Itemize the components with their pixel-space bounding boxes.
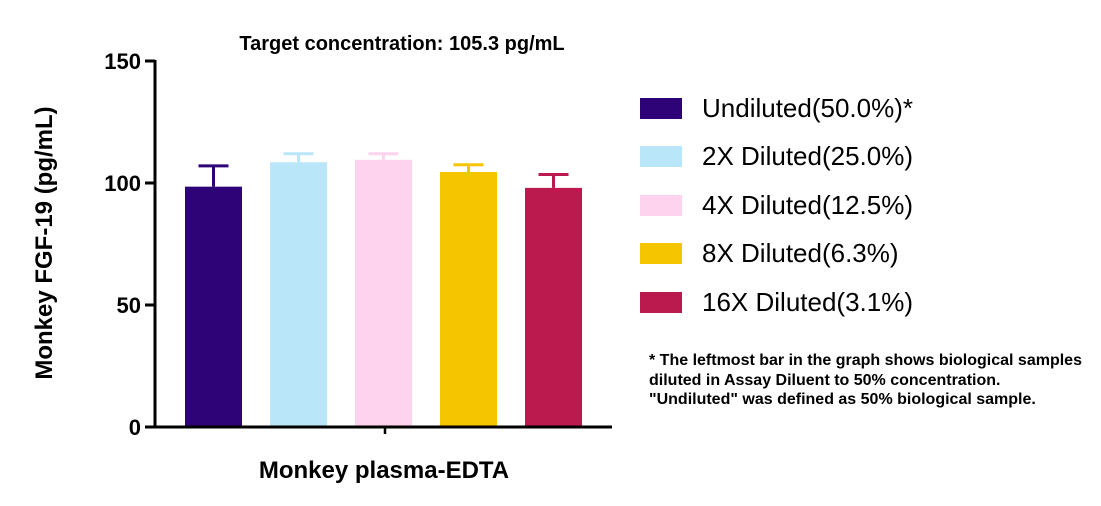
legend-item-1: Undiluted(50.0%)* <box>640 84 913 133</box>
legend-label-5: 16X Diluted(3.1%) <box>702 286 913 317</box>
legend-label-4: 8X Diluted(6.3%) <box>702 238 899 269</box>
footnote: * The leftmost bar in the graph shows bi… <box>649 352 1082 408</box>
legend-swatch-2 <box>640 146 682 168</box>
legend-swatch-3 <box>640 194 682 216</box>
y-tick-label-0: 0 <box>129 415 141 440</box>
y-tick-label-150: 150 <box>104 49 141 74</box>
bar-2 <box>270 162 327 427</box>
legend-label-1: Undiluted(50.0%)* <box>702 92 914 123</box>
bar-1 <box>185 186 242 427</box>
legend-swatch-5 <box>640 291 682 313</box>
legend-item-2: 2X Diluted(25.0%) <box>640 133 913 182</box>
bar-chart: Target concentration: 105.3 pg/mL Monkey… <box>31 33 612 484</box>
legend-swatch-1 <box>640 97 682 119</box>
bars-group <box>185 159 582 427</box>
axes-group: 0 50 100 150 <box>104 49 612 440</box>
legend-label-2: 2X Diluted(25.0%) <box>702 141 913 172</box>
y-tick-label-50: 50 <box>117 293 141 318</box>
legend: Undiluted(50.0%)* 2X Diluted(25.0%) 4X Dil… <box>640 84 913 327</box>
y-tick-label-100: 100 <box>104 171 141 196</box>
legend-item-3: 4X Diluted(12.5%) <box>640 181 913 230</box>
x-axis-label: Monkey plasma-EDTA <box>259 457 509 484</box>
legend-swatch-4 <box>640 243 682 265</box>
legend-item-5: 16X Diluted(3.1%) <box>640 278 913 327</box>
y-axis-label: Monkey FGF-19 (pg/mL) <box>31 106 58 379</box>
bar-5 <box>525 187 582 427</box>
legend-label-3: 4X Diluted(12.5%) <box>702 189 913 220</box>
chart-title: Target concentration: 105.3 pg/mL <box>239 33 564 55</box>
legend-item-4: 8X Diluted(6.3%) <box>640 230 913 279</box>
bar-4 <box>440 172 497 427</box>
bar-3 <box>355 159 412 427</box>
error-bars-group <box>198 152 569 188</box>
